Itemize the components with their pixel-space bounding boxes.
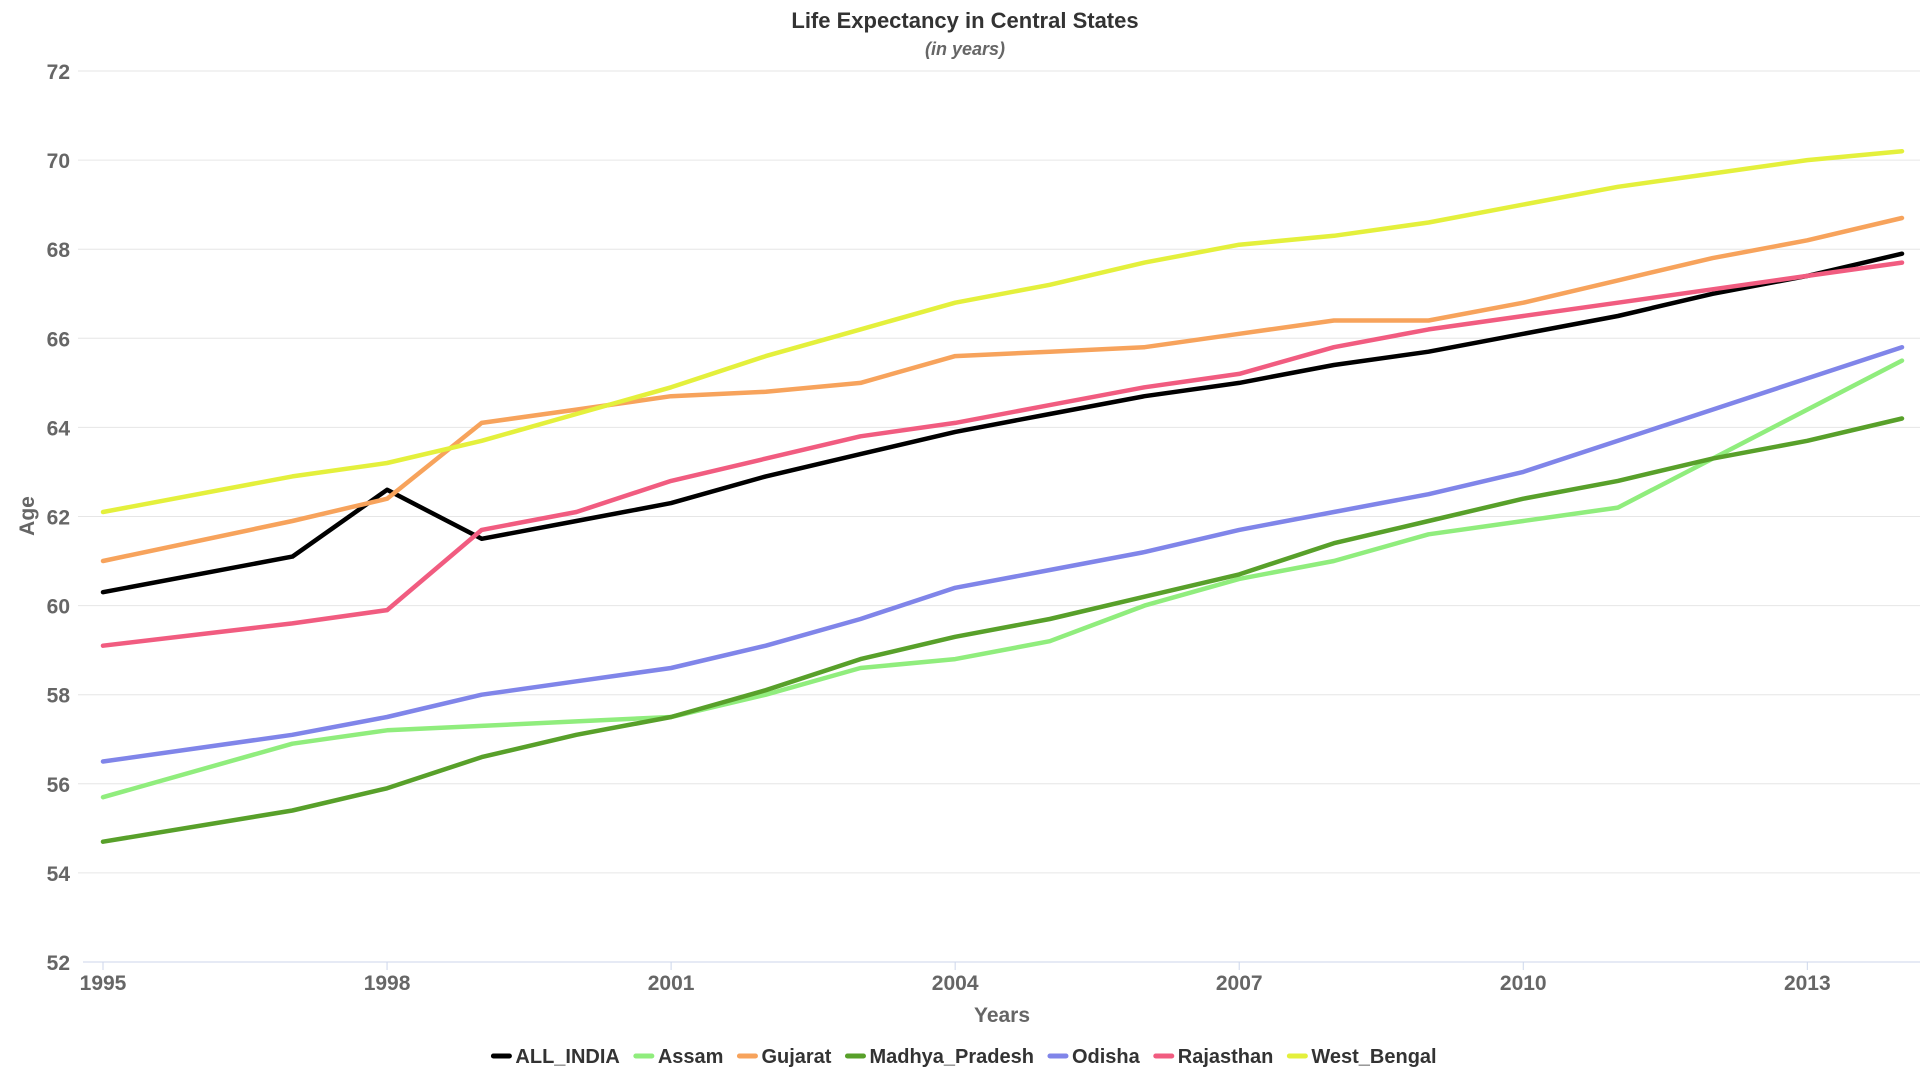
y-tick-label: 66 xyxy=(47,328,70,351)
series-line-west-bengal[interactable] xyxy=(100,148,1905,515)
chart-subtitle: (in years) xyxy=(925,39,1005,59)
series-lines xyxy=(100,148,1905,844)
y-tick-label: 64 xyxy=(47,417,71,440)
series-line-rajasthan[interactable] xyxy=(100,260,1905,648)
legend-label: Rajasthan xyxy=(1178,1046,1274,1068)
x-tick-label: 2004 xyxy=(932,972,979,995)
legend-item-assam[interactable]: Assam xyxy=(633,1046,724,1068)
series-line-gujarat[interactable] xyxy=(100,215,1905,564)
y-tick-label: 72 xyxy=(47,61,70,84)
legend-item-gujarat[interactable]: Gujarat xyxy=(736,1046,832,1068)
legend-item-rajasthan[interactable]: Rajasthan xyxy=(1153,1046,1274,1068)
grid-lines xyxy=(78,70,1920,874)
chart-title: Life Expectancy in Central States xyxy=(791,8,1138,33)
legend-item-odisha[interactable]: Odisha xyxy=(1047,1046,1141,1068)
legend-label: Gujarat xyxy=(761,1046,831,1068)
y-axis-title: Age xyxy=(16,496,39,536)
y-tick-label: 58 xyxy=(47,685,71,708)
y-tick-label: 54 xyxy=(47,863,71,886)
legend-label: ALL_INDIA xyxy=(515,1046,619,1068)
x-tick-label: 1998 xyxy=(364,972,411,995)
y-tick-label: 60 xyxy=(47,596,70,619)
series-line-all-india[interactable] xyxy=(100,251,1905,595)
x-tick-label: 2001 xyxy=(648,972,695,995)
x-tick-label: 1995 xyxy=(80,972,127,995)
x-tick-label: 2013 xyxy=(1784,972,1831,995)
series-line-odisha[interactable] xyxy=(100,344,1905,764)
series-line-assam[interactable] xyxy=(100,358,1905,800)
x-tick-label: 2010 xyxy=(1500,972,1547,995)
y-axis-ticks: 52 54 56 58 60 62 64 66 68 70 72 xyxy=(47,61,71,975)
y-tick-label: 68 xyxy=(47,239,71,262)
legend-item-west-bengal[interactable]: West_Bengal xyxy=(1286,1046,1437,1068)
x-axis-ticks: 1995 1998 2001 2004 2007 2010 2013 xyxy=(80,962,1831,995)
y-tick-label: 52 xyxy=(47,952,70,975)
y-tick-label: 56 xyxy=(47,774,70,797)
legend-item-madhya-pradesh[interactable]: Madhya_Pradesh xyxy=(844,1046,1034,1068)
legend-item-all-india[interactable]: ALL_INDIA xyxy=(490,1046,620,1068)
series-line-madhya-pradesh[interactable] xyxy=(100,416,1905,844)
legend-label: Odisha xyxy=(1072,1046,1141,1068)
x-axis-title: Years xyxy=(974,1004,1030,1027)
y-tick-label: 70 xyxy=(47,150,70,173)
legend-label: Assam xyxy=(658,1046,724,1068)
y-tick-label: 62 xyxy=(47,507,70,530)
x-tick-label: 2007 xyxy=(1216,972,1263,995)
legend-label: Madhya_Pradesh xyxy=(869,1046,1034,1068)
legend-label: West_Bengal xyxy=(1311,1046,1436,1068)
legend: ALL_INDIA Assam Gujarat Madhya_Pradesh Odish… xyxy=(490,1046,1437,1068)
